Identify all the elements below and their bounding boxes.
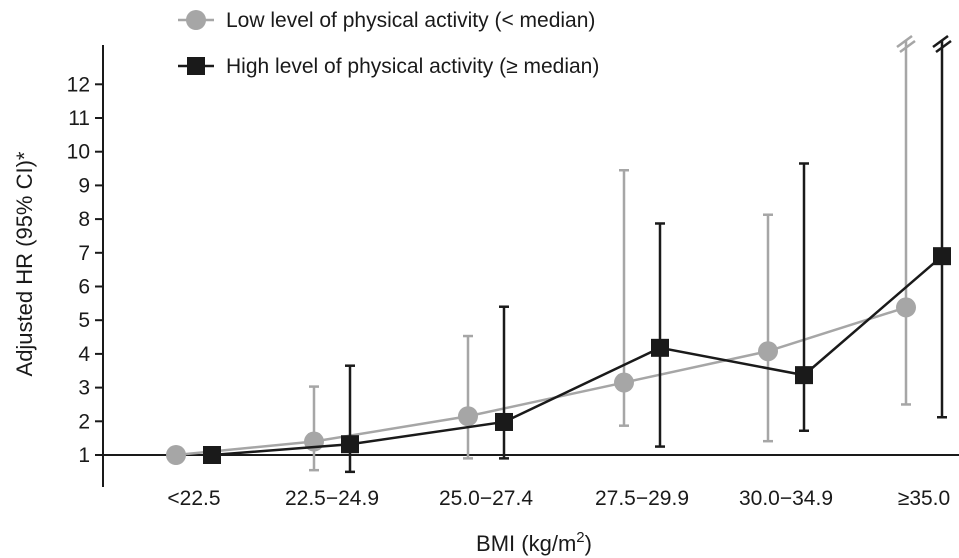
y-tick-label: 12 [67, 73, 90, 96]
x-axis-label: BMI (kg/m2) [476, 529, 592, 556]
data-point-circle [896, 297, 916, 318]
y-tick-label: 3 [78, 377, 90, 400]
x-tick-label: 30.0−34.9 [739, 487, 833, 510]
series-layer [166, 34, 952, 474]
data-point-square [651, 338, 669, 357]
x-axis: <22.5 22.5−24.9 25.0−27.4 27.5−29.9 30.0−34.… [103, 454, 959, 510]
x-tick-label: 22.5−24.9 [285, 487, 379, 510]
y-tick-label: 5 [78, 309, 90, 332]
data-point-circle [166, 445, 186, 465]
y-tick-label: 11 [68, 107, 90, 130]
y-axis-label: Adjusted HR (95% CI)* [12, 151, 37, 376]
legend-label: High level of physical activity (≥ media… [226, 55, 599, 78]
data-point-square [203, 446, 221, 464]
series-high-activity [203, 34, 952, 474]
legend-item: Low level of physical activity (< median… [178, 9, 595, 32]
y-tick-label: 9 [78, 174, 90, 197]
axis-break-mark [935, 39, 952, 54]
legend: Low level of physical activity (< median… [178, 9, 599, 78]
y-tick-label: 2 [78, 410, 90, 433]
legend-marker-square [187, 57, 205, 75]
data-point-square [495, 412, 513, 431]
axis-break-mark [896, 34, 913, 49]
data-point-circle [458, 406, 478, 427]
x-tick-label: ≥35.0 [898, 487, 950, 510]
legend-item: High level of physical activity (≥ media… [178, 55, 599, 78]
x-tick-label: 25.0−27.4 [439, 487, 533, 510]
y-tick-label: 7 [78, 242, 90, 265]
legend-marker-circle [186, 10, 206, 30]
data-point-square [795, 366, 813, 385]
axis-break-mark [899, 39, 916, 54]
data-point-square [933, 247, 951, 266]
y-tick-label: 1 [78, 444, 90, 467]
series-line [211, 255, 943, 457]
y-tick-label: 6 [78, 276, 90, 299]
y-tick-label: 8 [78, 208, 90, 231]
y-tick-label: 10 [67, 141, 90, 164]
x-tick-label: <22.5 [167, 487, 220, 510]
data-point-circle [614, 372, 634, 393]
series-line [175, 306, 907, 457]
x-tick-label: 27.5−29.9 [595, 487, 689, 510]
data-point-circle [758, 341, 778, 362]
y-tick-label: 4 [78, 343, 90, 366]
legend-label: Low level of physical activity (< median… [226, 9, 595, 32]
series-low-activity [166, 34, 916, 472]
data-point-square [341, 435, 359, 454]
axis-break-mark [932, 34, 949, 49]
